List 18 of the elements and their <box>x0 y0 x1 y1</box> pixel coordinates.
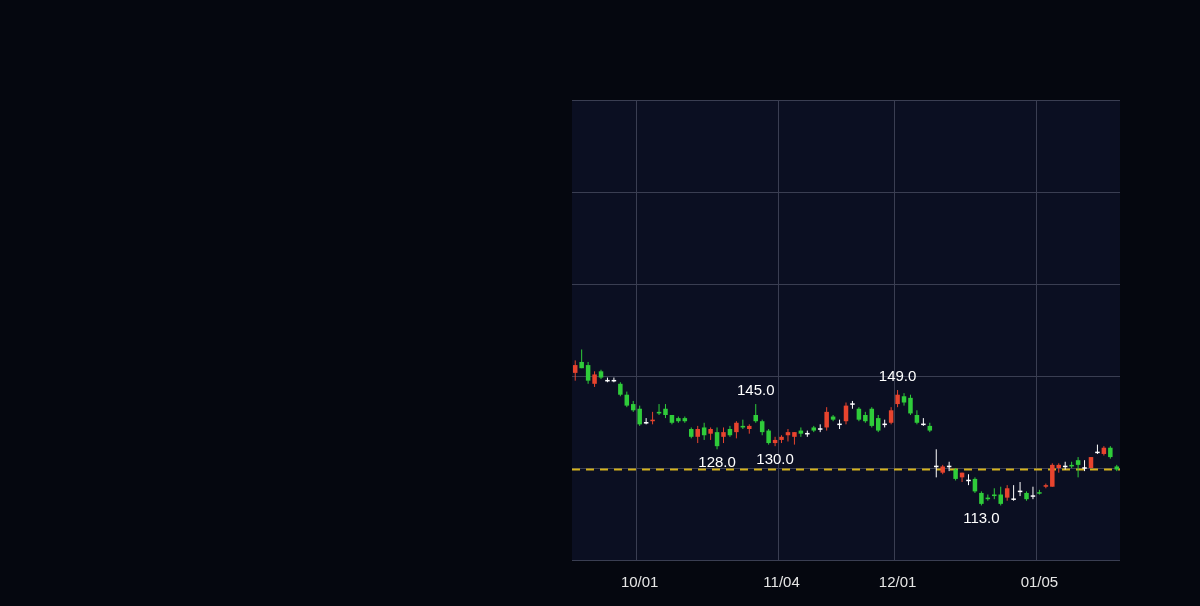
candlestick <box>824 406 829 432</box>
candlestick <box>1075 456 1081 478</box>
annotation: 149.0 <box>878 366 917 384</box>
x-tick-label: 11/04 <box>763 573 800 591</box>
candlestick <box>908 394 913 416</box>
annotation: 145.0 <box>736 380 775 398</box>
x-tick-label: 01/05 <box>1020 573 1059 591</box>
text: 113.0 <box>963 509 1000 527</box>
annotation: 130.0 <box>756 449 794 467</box>
candlestick <box>901 392 907 407</box>
candlestick <box>585 361 591 385</box>
candlestick <box>572 359 578 382</box>
x-tick-label: 10/01 <box>620 573 659 591</box>
candlestick <box>1030 486 1036 500</box>
annotation: 128.0 <box>698 452 736 470</box>
candlestick <box>753 403 758 424</box>
candlestick <box>643 417 649 425</box>
x-tick-label: 12/01 <box>878 573 917 591</box>
